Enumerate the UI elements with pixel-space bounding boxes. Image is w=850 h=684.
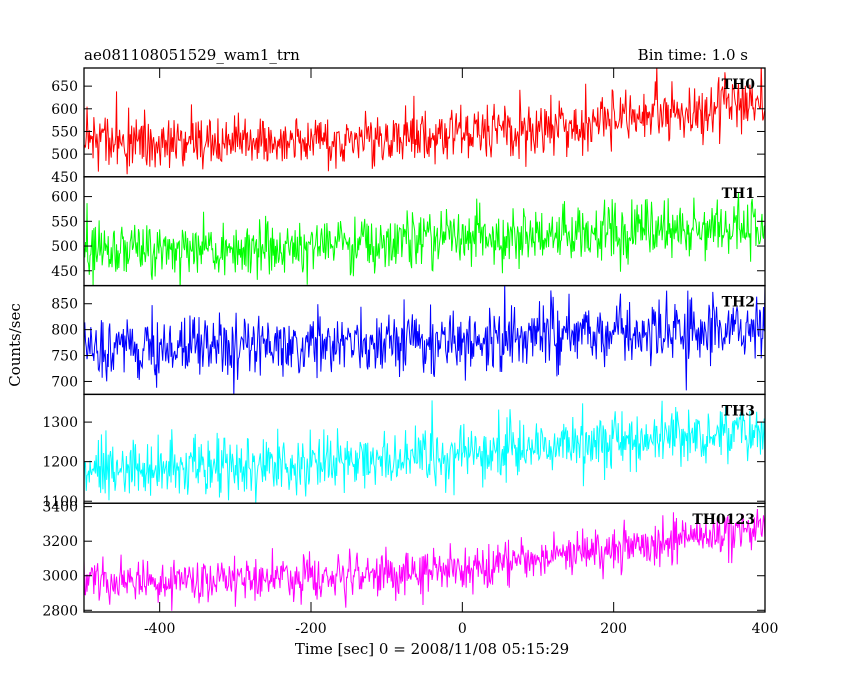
y-tick-label: 450: [51, 264, 78, 280]
y-tick-label: 600: [51, 190, 78, 206]
panel-th2: 700 750 800 850 TH2: [51, 284, 766, 396]
panel-th1: 450 500 550 600 TH1: [51, 176, 766, 287]
x-tick-label: 0: [458, 621, 467, 637]
y-tick-label: 3000: [42, 569, 78, 585]
y-tick-label: 800: [51, 323, 78, 339]
panel-label-th0: TH0: [722, 77, 756, 93]
y-tick-label: 600: [51, 102, 78, 118]
panel-label-th1: TH1: [722, 186, 755, 202]
y-axis-label: Counts/sec: [6, 303, 24, 387]
series-line-th1: [84, 191, 765, 286]
x-tick-label: 400: [752, 621, 779, 637]
y-tick-label: 450: [51, 170, 78, 186]
y-tick-label: 2800: [42, 603, 78, 619]
y-tick-label: 550: [51, 214, 78, 230]
x-tick-label: -400: [144, 621, 175, 637]
y-tick-label: 750: [51, 349, 78, 365]
y-tick-label: 3400: [42, 500, 78, 516]
panel-label-th2: TH2: [722, 295, 755, 311]
x-axis-label: Time [sec] 0 = 2008/11/08 05:15:29: [295, 640, 569, 658]
series-line-th2: [84, 285, 765, 395]
y-tick-label: 850: [51, 297, 78, 313]
panel-label-th3: TH3: [722, 403, 755, 419]
panel-th0123: 2800 3000 3200 3400 TH0123: [42, 500, 766, 619]
x-axis: -400 -200 0 200 400: [144, 68, 778, 637]
y-tick-label: 500: [51, 147, 78, 163]
panel-label-th0123: TH0123: [692, 512, 755, 528]
y-tick-label: 3200: [42, 534, 78, 550]
series-line-th0123: [84, 508, 765, 611]
figure-title: ae081108051529_wam1_trn: [84, 46, 300, 64]
panel-th3: 1100 1200 1300 TH3: [42, 393, 766, 510]
y-tick-label: 700: [51, 374, 78, 390]
series-line-th3: [84, 400, 765, 504]
y-tick-label: 1200: [42, 455, 78, 471]
y-tick-label: 650: [51, 79, 78, 95]
y-tick-label: 1100: [42, 494, 78, 510]
panel-th0: 450 500 550 600 650 TH0: [51, 67, 766, 186]
panel-frame-th0123: [83, 502, 766, 613]
y-tick-label: 500: [51, 239, 78, 255]
series-line-th0: [84, 68, 765, 175]
bin-time-label: Bin time: 1.0 s: [638, 46, 748, 64]
panel-frame-th2: [83, 284, 766, 396]
panel-group: 450 500 550 600 650 TH0 450 500 550 600 TH1 700 750 8…: [42, 67, 766, 619]
x-tick-label: 200: [600, 621, 627, 637]
y-tick-label: 1300: [42, 415, 78, 431]
x-tick-label: -200: [295, 621, 326, 637]
y-tick-label: 550: [51, 124, 78, 140]
